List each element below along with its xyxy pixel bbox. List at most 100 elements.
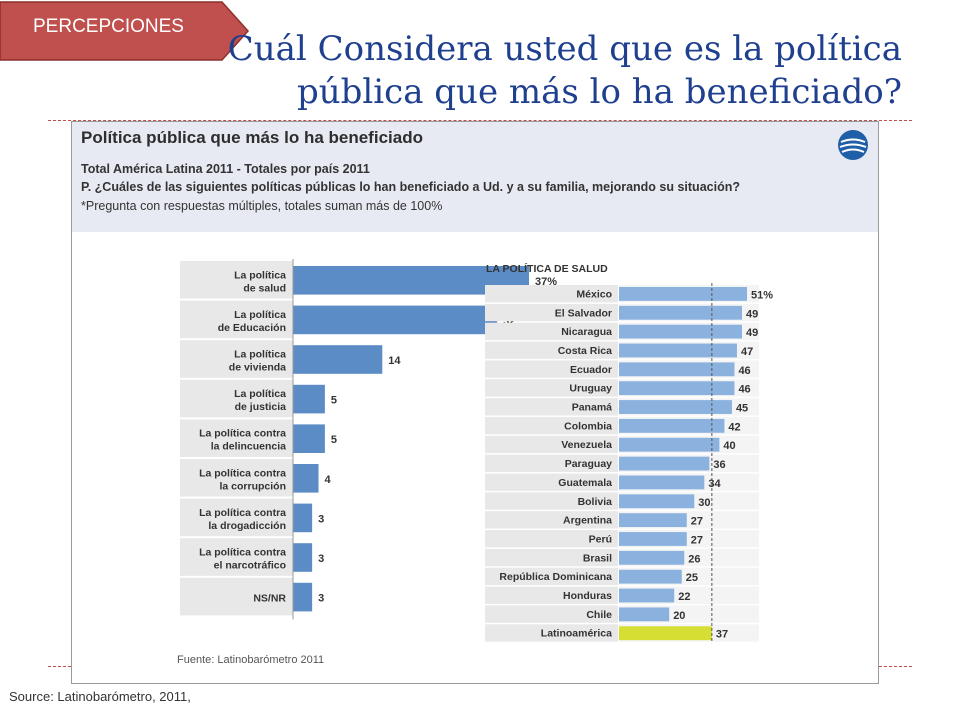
slide-title: Cuál Considera usted que es la política … (142, 28, 902, 114)
right-value-label-2: 49 (746, 327, 758, 339)
right-value-label-11: 30 (698, 497, 710, 509)
tag-arrow-shape (0, 1, 250, 61)
right-label-bg-14 (485, 548, 618, 567)
left-category-label-8-0: NS/NR (253, 593, 286, 605)
left-value-label-0: 37% (535, 276, 557, 288)
right-label-bg-5 (485, 379, 618, 397)
right-bar-13 (619, 532, 687, 546)
left-value-label-2: 14 (388, 355, 401, 367)
right-label-bg-13 (485, 530, 618, 548)
left-category-label-1-1: de Educación (218, 322, 286, 334)
right-bar-5 (619, 381, 735, 396)
right-category-label-3: Costa Rica (558, 345, 612, 357)
right-bar-7 (619, 418, 725, 433)
right-bar-10 (619, 475, 705, 490)
figure-subtitle-2: P. ¿Cuáles de las siguientes políticas p… (81, 180, 740, 194)
right-label-bg-2 (485, 322, 618, 341)
right-label-bg-4 (485, 360, 618, 378)
right-label-bg-15 (485, 567, 618, 586)
right-category-label-14: Brasil (583, 552, 612, 564)
right-category-label-7: Colombia (564, 420, 612, 432)
right-label-bg-16 (485, 586, 618, 604)
right-value-label-12: 27 (691, 516, 703, 528)
left-value-label-7: 3 (318, 553, 324, 565)
left-category-label-2-0: La política (234, 349, 286, 361)
left-bar-8 (293, 582, 313, 612)
left-value-label-4: 5 (331, 434, 337, 446)
right-category-label-17: Chile (586, 609, 612, 621)
right-value-label-14: 26 (688, 553, 700, 565)
right-value-label-4: 46 (738, 365, 750, 377)
right-value-label-5: 46 (738, 384, 750, 396)
right-label-bg-18 (485, 624, 618, 642)
left-bar-7 (293, 543, 313, 572)
left-category-label-7-1: el narcotráfico (214, 560, 286, 572)
left-label-bg-7 (180, 538, 293, 576)
left-label-bg-1 (180, 300, 293, 339)
right-category-label-4: Ecuador (570, 364, 612, 376)
slide-source-note: Source: Latinobarómetro, 2011, (9, 689, 191, 704)
chart-figure: Política pública que más lo ha beneficia… (71, 121, 879, 684)
left-label-bg-5 (180, 459, 293, 497)
right-value-label-9: 36 (713, 459, 725, 471)
left-category-label-5-0: La política contra (199, 467, 286, 479)
right-bar-4 (619, 362, 735, 377)
right-value-label-13: 27 (691, 534, 703, 546)
left-category-label-1-0: La política (234, 309, 286, 321)
right-bar-1 (619, 305, 742, 320)
right-category-label-11: Bolivia (578, 496, 613, 508)
left-value-label-6: 3 (318, 513, 324, 525)
right-bar-18 (619, 626, 712, 641)
right-bar-9 (619, 456, 710, 471)
right-value-label-17: 20 (673, 610, 685, 622)
right-category-label-5: Uruguay (569, 383, 612, 395)
right-label-bg-6 (485, 398, 618, 416)
figure-source: Fuente: Latinobarómetro 2011 (177, 654, 325, 666)
left-value-label-8: 3 (318, 593, 324, 605)
slide-title-line-2: pública que más lo ha beneficiado? (296, 72, 902, 112)
top-divider (48, 120, 912, 121)
left-category-label-6-1: la drogadicción (208, 520, 286, 532)
left-category-label-0-0: La política (234, 269, 286, 281)
right-value-label-10: 34 (708, 478, 721, 490)
right-label-bg-3 (485, 341, 618, 359)
left-category-label-5-1: la corrupción (219, 480, 286, 492)
left-bar-6 (293, 503, 313, 533)
right-label-bg-8 (485, 435, 618, 454)
right-label-bg-0 (485, 285, 618, 303)
left-category-label-4-1: la delincuencia (211, 441, 286, 453)
right-category-label-6: Panamá (572, 402, 612, 414)
right-label-bg-17 (485, 605, 618, 623)
right-category-label-13: Perú (589, 533, 612, 545)
left-category-label-4-0: La política contra (199, 428, 286, 440)
left-label-bg-6 (180, 498, 293, 537)
figure-header: Política pública que más lo ha beneficia… (72, 122, 878, 232)
right-bar-14 (619, 550, 685, 565)
left-label-bg-4 (180, 419, 293, 457)
left-label-bg-0 (180, 261, 293, 299)
left-value-label-3: 5 (331, 395, 337, 407)
left-category-label-2-1: de vivienda (229, 362, 286, 374)
right-label-bg-7 (485, 416, 618, 435)
left-bar-2 (293, 345, 383, 374)
right-bar-17 (619, 607, 670, 622)
right-label-bg-11 (485, 492, 618, 510)
left-label-bg-2 (180, 340, 293, 378)
right-bar-11 (619, 494, 695, 509)
right-category-label-2: Nicaragua (561, 326, 612, 338)
right-value-label-6: 45 (736, 403, 748, 415)
right-value-label-18: 37 (716, 629, 728, 641)
section-tag-label: PERCEPCIONES (33, 16, 184, 37)
left-category-label-3-0: La política (234, 388, 286, 400)
right-category-label-15: República Dominicana (499, 571, 612, 583)
right-label-bg-1 (485, 303, 618, 322)
right-chart-title: LA POLÍTICA DE SALUD (486, 262, 608, 275)
slide-title-line-1: Cuál Considera usted que es la política (227, 29, 902, 69)
right-category-label-12: Argentina (563, 515, 612, 527)
right-label-bg-9 (485, 454, 618, 472)
latinobarometro-logo (838, 130, 868, 160)
right-category-label-0: México (576, 288, 612, 300)
right-value-label-15: 25 (686, 572, 698, 584)
right-bar-0 (619, 287, 747, 301)
right-category-label-16: Honduras (563, 590, 612, 602)
